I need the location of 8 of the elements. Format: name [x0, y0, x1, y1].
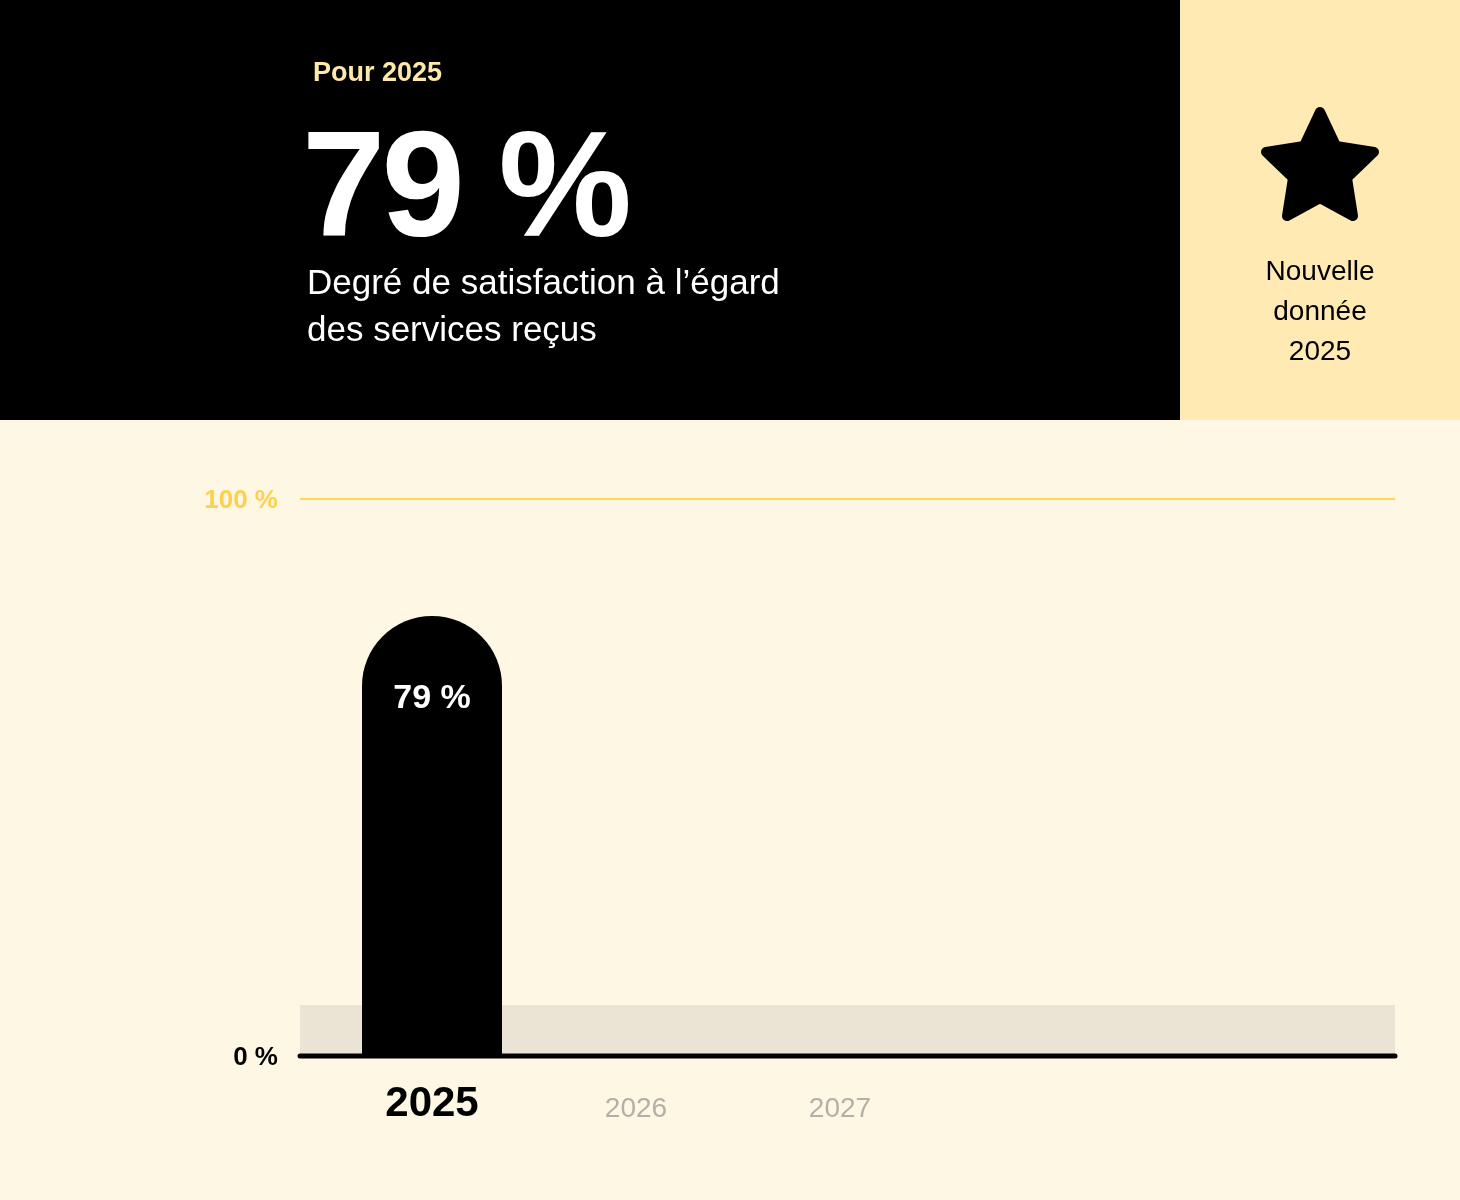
text: Nouvelle donnée 2025	[1265, 255, 1375, 366]
x-tick-label: 2026	[604, 1092, 668, 1123]
text: Pour 2025	[313, 57, 443, 87]
data-label: 79 %	[393, 676, 471, 715]
y-tick-label: 100 %	[204, 484, 278, 515]
y-tick-label: 0 %	[233, 1041, 278, 1072]
x-tick-label: 2025	[385, 1078, 479, 1125]
x-tick-label: 2027	[808, 1092, 872, 1123]
